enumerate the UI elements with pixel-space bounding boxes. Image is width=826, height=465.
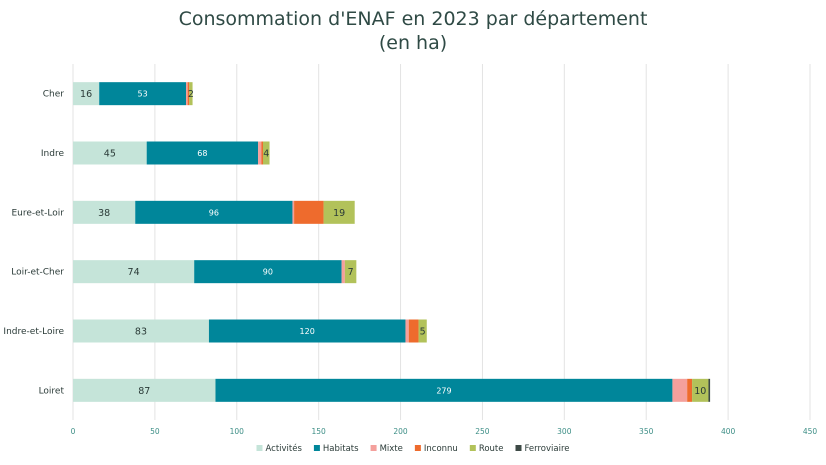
legend-item-ferroviaire: Ferroviaire bbox=[515, 444, 570, 454]
data-label-indre-activites: 45 bbox=[104, 149, 116, 160]
legend: Activités Habitats Mixte Inconnu Route Ferrov… bbox=[256, 443, 570, 454]
x-tick-label-350: 350 bbox=[639, 427, 654, 436]
bar-loiret-inconnu bbox=[687, 378, 693, 402]
data-label-loiret-route: 10 bbox=[694, 386, 706, 397]
legend-label-inconnu: Inconnu bbox=[424, 444, 458, 454]
data-label-loir-et-cher-activites: 74 bbox=[128, 267, 140, 278]
legend-item-mixte: Mixte bbox=[370, 444, 403, 454]
legend-label-mixte: Mixte bbox=[380, 444, 403, 454]
labels-layer: 16 53 2 45 68 4 38 96 19 74 90 7 83 120 5 87 279 10 bbox=[80, 89, 706, 397]
data-label-loiret-activites: 87 bbox=[138, 386, 150, 397]
bar-indre-et-loire-habitats bbox=[208, 319, 406, 343]
bar-cher-inconnu bbox=[187, 82, 190, 106]
x-tick-label-50: 50 bbox=[150, 427, 160, 436]
bar-eure-et-loir-mixte bbox=[292, 200, 295, 224]
bar-indre-et-loire-mixte bbox=[405, 319, 409, 343]
data-label-cher-habitats: 53 bbox=[138, 90, 148, 99]
category-label-loiret: Loiret bbox=[39, 386, 65, 396]
legend-swatch-route bbox=[469, 445, 476, 451]
chart-subtitle: (en ha) bbox=[379, 32, 447, 54]
bar-loiret-activites bbox=[73, 378, 216, 402]
bar-loiret-mixte bbox=[672, 378, 688, 402]
legend-item-route: Route bbox=[469, 444, 504, 454]
bar-eure-et-loir-inconnu bbox=[294, 200, 324, 224]
legend-item-habitats: Habitats bbox=[313, 444, 359, 454]
bar-indre-route bbox=[262, 141, 270, 165]
bar-indre-et-loire-activites bbox=[73, 319, 209, 343]
bar-loiret-ferroviaire bbox=[708, 378, 711, 402]
data-label-eure-et-loir-habitats: 96 bbox=[209, 208, 219, 217]
data-label-cher-activites: 16 bbox=[80, 89, 92, 100]
bar-eure-et-loir-route bbox=[323, 200, 355, 224]
category-label-indre: Indre bbox=[41, 149, 65, 159]
legend-label-activites: Activités bbox=[265, 443, 302, 454]
bar-loir-et-cher-mixte bbox=[341, 260, 345, 284]
legend-swatch-inconnu bbox=[414, 445, 421, 451]
data-label-indre-et-loire-activites: 83 bbox=[135, 327, 147, 338]
data-label-loir-et-cher-route: 7 bbox=[348, 267, 354, 278]
data-label-indre-et-loire-habitats: 120 bbox=[300, 327, 315, 336]
grid-layer bbox=[72, 64, 811, 420]
bar-indre-et-loire-inconnu bbox=[408, 319, 419, 343]
x-tick-label-200: 200 bbox=[393, 427, 408, 436]
legend-swatch-activites bbox=[256, 445, 263, 451]
bar-loir-et-cher-activites bbox=[73, 260, 195, 284]
bar-cher-activites bbox=[73, 82, 100, 106]
category-label-indre-et-loire: Indre-et-Loire bbox=[3, 327, 64, 337]
x-tick-label-100: 100 bbox=[230, 427, 245, 436]
bar-loir-et-cher-route bbox=[344, 260, 357, 284]
legend-label-habitats: Habitats bbox=[323, 444, 359, 454]
data-label-loiret-habitats: 279 bbox=[436, 386, 451, 395]
data-label-indre-route: 4 bbox=[263, 149, 269, 160]
x-tick-label-300: 300 bbox=[557, 427, 572, 436]
bar-loiret-habitats bbox=[215, 378, 673, 402]
bar-loiret-route bbox=[692, 378, 709, 402]
bar-cher-mixte bbox=[186, 82, 188, 106]
data-label-indre-et-loire-route: 5 bbox=[420, 327, 426, 338]
legend-swatch-mixte bbox=[370, 445, 377, 451]
axis-layer: 0 50 100 150 200 250 300 350 400 450 Cher Indre Eure… bbox=[3, 90, 817, 436]
bar-indre-activites bbox=[73, 141, 147, 165]
x-tick-label-0: 0 bbox=[71, 427, 76, 436]
legend-item-activites: Activités bbox=[256, 443, 302, 454]
bar-indre-mixte bbox=[258, 141, 262, 165]
bar-cher-habitats bbox=[99, 82, 187, 106]
data-label-indre-habitats: 68 bbox=[197, 149, 207, 158]
x-tick-label-250: 250 bbox=[475, 427, 490, 436]
legend-swatch-ferroviaire bbox=[515, 445, 522, 451]
bar-indre-et-loire-route bbox=[418, 319, 427, 343]
legend-label-route: Route bbox=[479, 444, 504, 454]
bars-layer bbox=[73, 82, 711, 402]
data-label-eure-et-loir-route: 19 bbox=[333, 208, 345, 219]
bar-loir-et-cher-habitats bbox=[194, 260, 342, 284]
legend-swatch-habitats bbox=[313, 445, 320, 451]
bar-indre-inconnu bbox=[261, 141, 263, 165]
legend-item-inconnu: Inconnu bbox=[414, 444, 458, 454]
bar-eure-et-loir-habitats bbox=[135, 200, 293, 224]
data-label-loir-et-cher-habitats: 90 bbox=[263, 268, 273, 277]
legend-label-ferroviaire: Ferroviaire bbox=[525, 444, 570, 454]
category-label-cher: Cher bbox=[43, 90, 65, 100]
data-label-eure-et-loir-activites: 38 bbox=[98, 208, 110, 219]
x-tick-label-150: 150 bbox=[312, 427, 327, 436]
bar-eure-et-loir-activites bbox=[73, 200, 136, 224]
bar-indre-habitats bbox=[146, 141, 259, 165]
data-label-cher-route: 2 bbox=[188, 89, 194, 100]
x-tick-label-450: 450 bbox=[803, 427, 818, 436]
x-tick-label-400: 400 bbox=[721, 427, 736, 436]
bar-cher-route bbox=[189, 82, 193, 106]
chart-title: Consommation d'ENAF en 2023 par départem… bbox=[179, 8, 648, 30]
category-label-loir-et-cher: Loir-et-Cher bbox=[11, 268, 64, 278]
category-label-eure-et-loir: Eure-et-Loir bbox=[11, 208, 64, 218]
